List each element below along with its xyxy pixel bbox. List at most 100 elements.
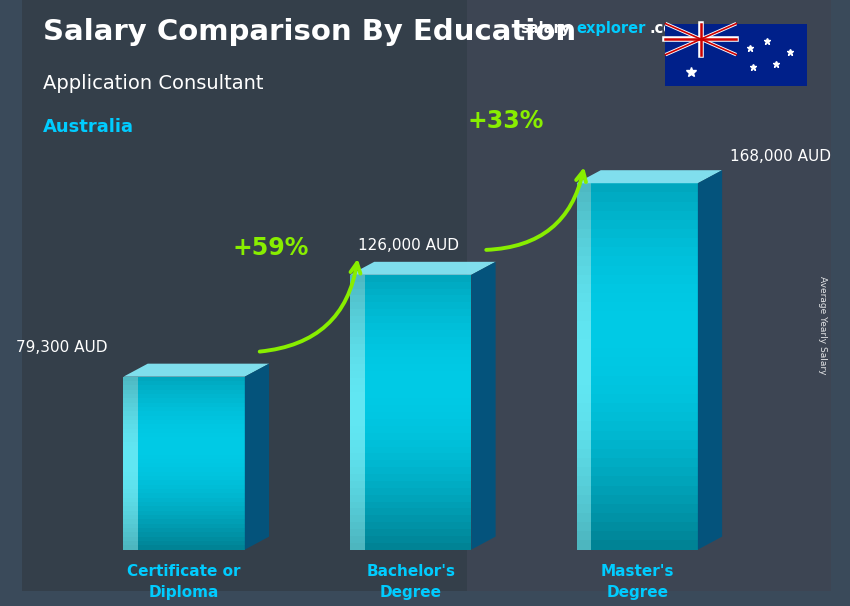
Text: explorer: explorer [576, 21, 646, 36]
Bar [350, 488, 365, 494]
Bar [350, 330, 472, 337]
Bar [576, 449, 698, 458]
FancyBboxPatch shape [22, 0, 831, 591]
Bar [576, 183, 698, 192]
Text: .com: .com [649, 21, 688, 36]
Bar [350, 282, 472, 288]
Bar [350, 433, 365, 440]
Bar [666, 24, 807, 85]
Bar [123, 385, 138, 390]
Bar [123, 390, 138, 394]
Bar [576, 330, 698, 339]
Bar [350, 481, 472, 488]
Bar [576, 284, 591, 293]
Bar [123, 541, 138, 545]
Bar [350, 453, 472, 461]
Bar [123, 450, 245, 454]
Bar [123, 446, 138, 450]
Bar [350, 536, 472, 543]
Bar [576, 348, 591, 358]
Bar [576, 348, 698, 358]
Bar [350, 419, 472, 426]
Bar [123, 454, 138, 459]
Bar [576, 183, 591, 192]
Bar [123, 446, 245, 450]
Bar [576, 358, 698, 367]
Bar [576, 229, 591, 238]
Bar [123, 428, 138, 433]
Bar [576, 321, 591, 330]
Bar [123, 394, 245, 398]
Bar [350, 433, 472, 440]
Text: Master's
Degree: Master's Degree [600, 564, 674, 601]
Bar [350, 316, 472, 323]
Bar [350, 364, 472, 371]
Bar [123, 442, 245, 446]
Bar [123, 463, 245, 467]
Bar [576, 302, 591, 311]
Bar [350, 440, 365, 447]
Bar [123, 407, 138, 411]
Bar [123, 454, 245, 459]
Bar [350, 488, 472, 494]
Bar [576, 275, 698, 284]
Bar [123, 437, 245, 442]
Bar [350, 337, 365, 344]
Bar [350, 467, 472, 474]
Bar [576, 485, 698, 494]
Bar [350, 494, 472, 502]
Text: +59%: +59% [233, 236, 309, 260]
Bar [350, 350, 365, 358]
Bar [576, 385, 698, 394]
Bar [576, 467, 591, 476]
Bar [123, 381, 138, 385]
Bar [576, 265, 698, 275]
Bar [576, 403, 591, 412]
Bar [123, 524, 245, 528]
Bar [350, 296, 472, 302]
Bar [123, 394, 138, 398]
Bar [350, 288, 365, 296]
Bar [350, 344, 365, 350]
Bar [576, 265, 591, 275]
Bar [576, 541, 591, 550]
Bar [576, 220, 698, 229]
Bar [350, 447, 472, 453]
Bar [576, 467, 698, 476]
Bar [576, 229, 698, 238]
Bar [350, 309, 472, 316]
Bar [576, 339, 698, 348]
Bar [123, 411, 138, 416]
Bar [350, 323, 365, 330]
Bar [576, 302, 698, 311]
Bar [123, 528, 138, 532]
Bar [576, 531, 591, 541]
Bar [123, 532, 245, 537]
Bar [350, 529, 472, 536]
Bar [350, 350, 472, 358]
Bar [350, 419, 365, 426]
Bar [576, 311, 591, 321]
Bar [576, 339, 591, 348]
Bar [576, 238, 591, 247]
Text: +33%: +33% [468, 110, 544, 133]
Bar [350, 275, 365, 282]
Bar [350, 515, 472, 522]
Bar [350, 371, 365, 378]
Bar [350, 536, 365, 543]
Bar [350, 474, 472, 481]
Bar [350, 371, 472, 378]
Bar [576, 247, 698, 256]
Bar [576, 430, 698, 440]
Bar [123, 545, 138, 550]
Bar [123, 424, 138, 428]
Bar [123, 507, 245, 511]
Bar [576, 293, 591, 302]
Bar [350, 385, 472, 391]
Bar [350, 502, 365, 508]
Bar [123, 433, 138, 437]
Text: Average Yearly Salary: Average Yearly Salary [819, 276, 827, 375]
Bar [576, 412, 698, 421]
Bar [576, 504, 698, 513]
Bar [123, 420, 138, 424]
